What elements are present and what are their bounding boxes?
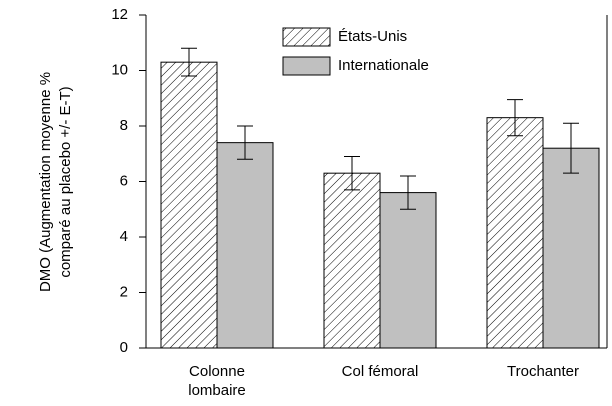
y-tick-label: 2 (120, 283, 128, 300)
y-tick-label: 12 (111, 6, 128, 23)
bar (486, 117, 544, 349)
bar (542, 147, 600, 349)
error-bar (507, 99, 523, 137)
legend-swatch (282, 27, 331, 47)
bar (379, 192, 437, 349)
error-bar (344, 156, 360, 191)
y-tick-label: 10 (111, 61, 128, 78)
x-tick-label: Colonne lombaire (188, 363, 246, 399)
bar (323, 172, 381, 349)
y-axis-label: DMO (Augmentation moyenne % (37, 72, 54, 292)
y-tick-label: 8 (120, 117, 128, 134)
y-tick-label: 6 (120, 172, 128, 189)
error-bar (400, 175, 416, 210)
error-bar (563, 122, 579, 174)
y-tick-label: 4 (120, 228, 128, 245)
legend-label: Internationale (338, 57, 429, 74)
y-axis-label: comparé au placebo +/- E-T) (57, 86, 74, 277)
x-tick-label: Col fémoral (341, 363, 419, 380)
legend-swatch (282, 56, 331, 76)
error-bar (181, 47, 197, 77)
bar (216, 142, 274, 349)
x-tick-label: Trochanter (507, 363, 579, 380)
legend-label: États-Unis (338, 28, 407, 45)
y-tick-label: 0 (120, 339, 128, 356)
bar (160, 61, 218, 349)
error-bar (237, 125, 253, 160)
